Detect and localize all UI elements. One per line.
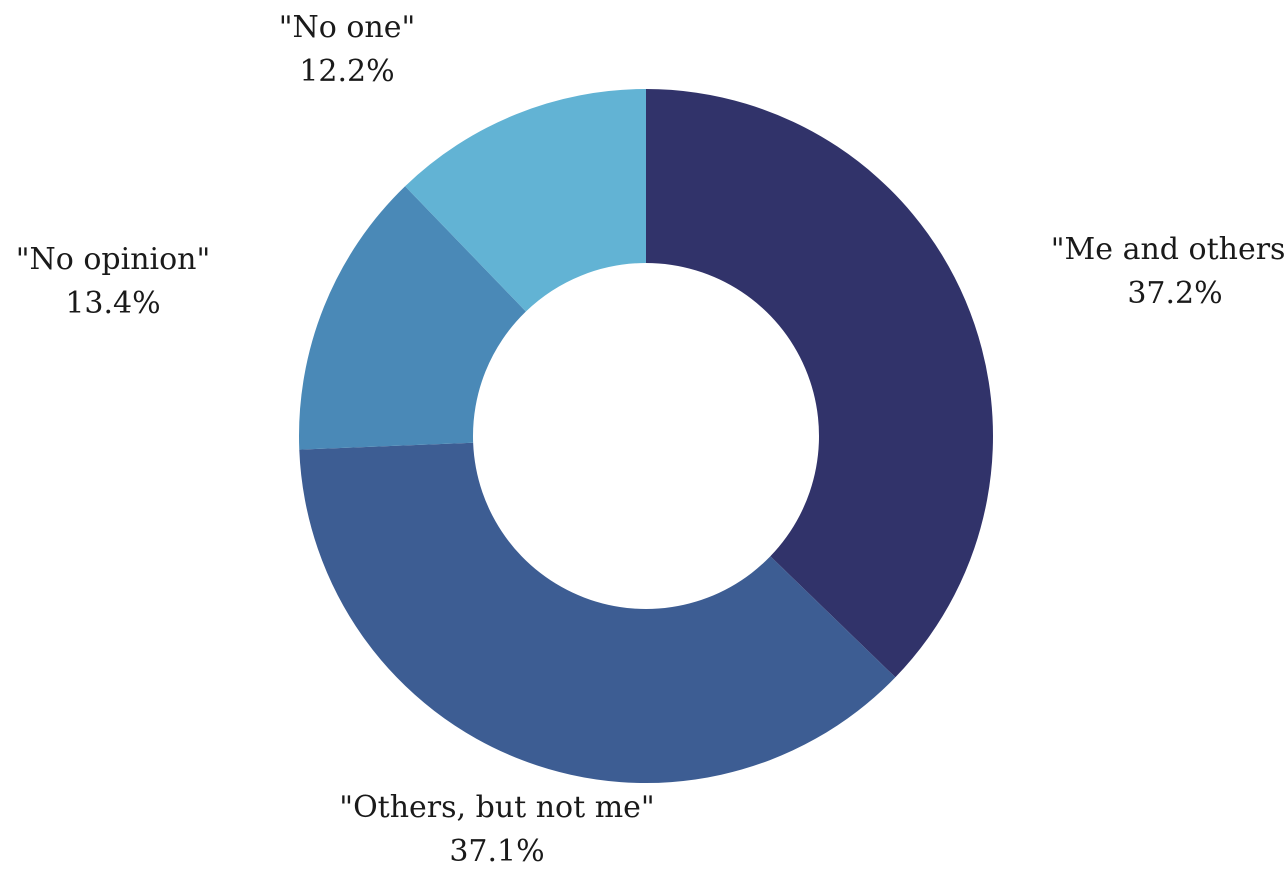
slice-value-others-not-me: 37.1%: [449, 834, 545, 869]
donut-slice-me-and-others: [646, 89, 993, 678]
slice-label-no-opinion: "No opinion" 13.4%: [16, 238, 211, 326]
donut-slice-no-one: [405, 89, 646, 312]
donut-slice-others-not-me: [299, 442, 896, 783]
slice-label-me-and-others: "Me and others" 37.2%: [1051, 228, 1287, 316]
slice-name-others-not-me: "Others, but not me": [339, 790, 655, 825]
slice-value-no-one: 12.2%: [299, 54, 395, 89]
slice-label-others-not-me: "Others, but not me" 37.1%: [339, 786, 654, 872]
donut-slices: [299, 89, 993, 783]
slice-label-no-one: "No one" 12.2%: [279, 6, 416, 94]
slice-name-no-one: "No one": [278, 10, 416, 45]
slice-value-no-opinion: 13.4%: [65, 286, 161, 321]
donut-slice-no-opinion: [299, 186, 526, 450]
slice-value-me-and-others: 37.2%: [1127, 276, 1223, 311]
slice-name-no-opinion: "No opinion": [15, 242, 211, 277]
slice-name-me-and-others: "Me and others": [1050, 232, 1287, 267]
